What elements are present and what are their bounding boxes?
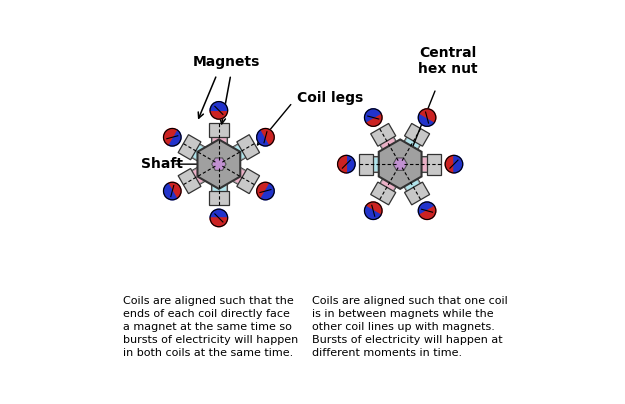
Polygon shape bbox=[427, 154, 441, 175]
Polygon shape bbox=[217, 140, 252, 169]
Polygon shape bbox=[371, 182, 396, 205]
Polygon shape bbox=[376, 163, 406, 198]
Polygon shape bbox=[198, 139, 240, 189]
Polygon shape bbox=[419, 206, 436, 219]
Polygon shape bbox=[237, 168, 259, 194]
Polygon shape bbox=[257, 130, 270, 146]
Polygon shape bbox=[212, 158, 226, 170]
Polygon shape bbox=[209, 123, 229, 137]
Polygon shape bbox=[393, 158, 408, 170]
Polygon shape bbox=[364, 157, 381, 171]
Polygon shape bbox=[371, 124, 396, 146]
Polygon shape bbox=[164, 183, 177, 200]
Polygon shape bbox=[419, 109, 436, 122]
Polygon shape bbox=[403, 177, 424, 198]
Polygon shape bbox=[366, 202, 382, 215]
Text: Shaft: Shaft bbox=[141, 157, 183, 171]
Polygon shape bbox=[211, 167, 227, 198]
Polygon shape bbox=[164, 128, 177, 145]
Polygon shape bbox=[419, 157, 436, 171]
Polygon shape bbox=[237, 135, 259, 160]
Polygon shape bbox=[418, 113, 434, 126]
Polygon shape bbox=[178, 135, 201, 160]
Polygon shape bbox=[210, 209, 227, 218]
Polygon shape bbox=[404, 124, 429, 146]
Polygon shape bbox=[364, 206, 381, 219]
Polygon shape bbox=[346, 156, 355, 173]
Polygon shape bbox=[395, 131, 424, 165]
Polygon shape bbox=[184, 167, 206, 188]
Polygon shape bbox=[184, 140, 206, 161]
Polygon shape bbox=[210, 218, 227, 227]
Polygon shape bbox=[403, 130, 424, 152]
Polygon shape bbox=[403, 156, 434, 172]
Polygon shape bbox=[168, 182, 181, 199]
Polygon shape bbox=[178, 168, 201, 194]
Polygon shape bbox=[418, 202, 434, 215]
Polygon shape bbox=[359, 154, 374, 175]
Polygon shape bbox=[168, 130, 181, 146]
Polygon shape bbox=[212, 128, 226, 145]
Polygon shape bbox=[338, 156, 346, 173]
Text: Magnets: Magnets bbox=[193, 55, 261, 69]
Polygon shape bbox=[364, 109, 381, 122]
Polygon shape bbox=[212, 183, 226, 200]
Polygon shape bbox=[376, 177, 397, 198]
Polygon shape bbox=[186, 140, 220, 169]
Text: Coils are aligned such that one coil
is in between magnets while the
other coil : Coils are aligned such that one coil is … bbox=[312, 296, 508, 358]
Polygon shape bbox=[261, 128, 274, 145]
Polygon shape bbox=[217, 159, 252, 188]
Polygon shape bbox=[379, 139, 421, 189]
Polygon shape bbox=[395, 163, 424, 198]
Polygon shape bbox=[366, 156, 397, 172]
Polygon shape bbox=[257, 182, 270, 199]
Polygon shape bbox=[231, 140, 253, 161]
Polygon shape bbox=[211, 130, 227, 161]
Polygon shape bbox=[209, 191, 229, 205]
Polygon shape bbox=[376, 130, 397, 152]
Polygon shape bbox=[210, 101, 227, 110]
Polygon shape bbox=[454, 156, 462, 173]
Text: Central
hex nut: Central hex nut bbox=[418, 46, 478, 76]
Polygon shape bbox=[366, 113, 382, 126]
Polygon shape bbox=[261, 183, 274, 200]
Text: Coil legs: Coil legs bbox=[296, 91, 362, 105]
Text: Coils are aligned such that the
ends of each coil directly face
a magnet at the : Coils are aligned such that the ends of … bbox=[123, 296, 299, 358]
Polygon shape bbox=[210, 110, 227, 119]
Polygon shape bbox=[376, 131, 406, 165]
Polygon shape bbox=[186, 159, 220, 188]
Polygon shape bbox=[445, 156, 454, 173]
Polygon shape bbox=[231, 167, 253, 188]
Polygon shape bbox=[404, 182, 429, 205]
